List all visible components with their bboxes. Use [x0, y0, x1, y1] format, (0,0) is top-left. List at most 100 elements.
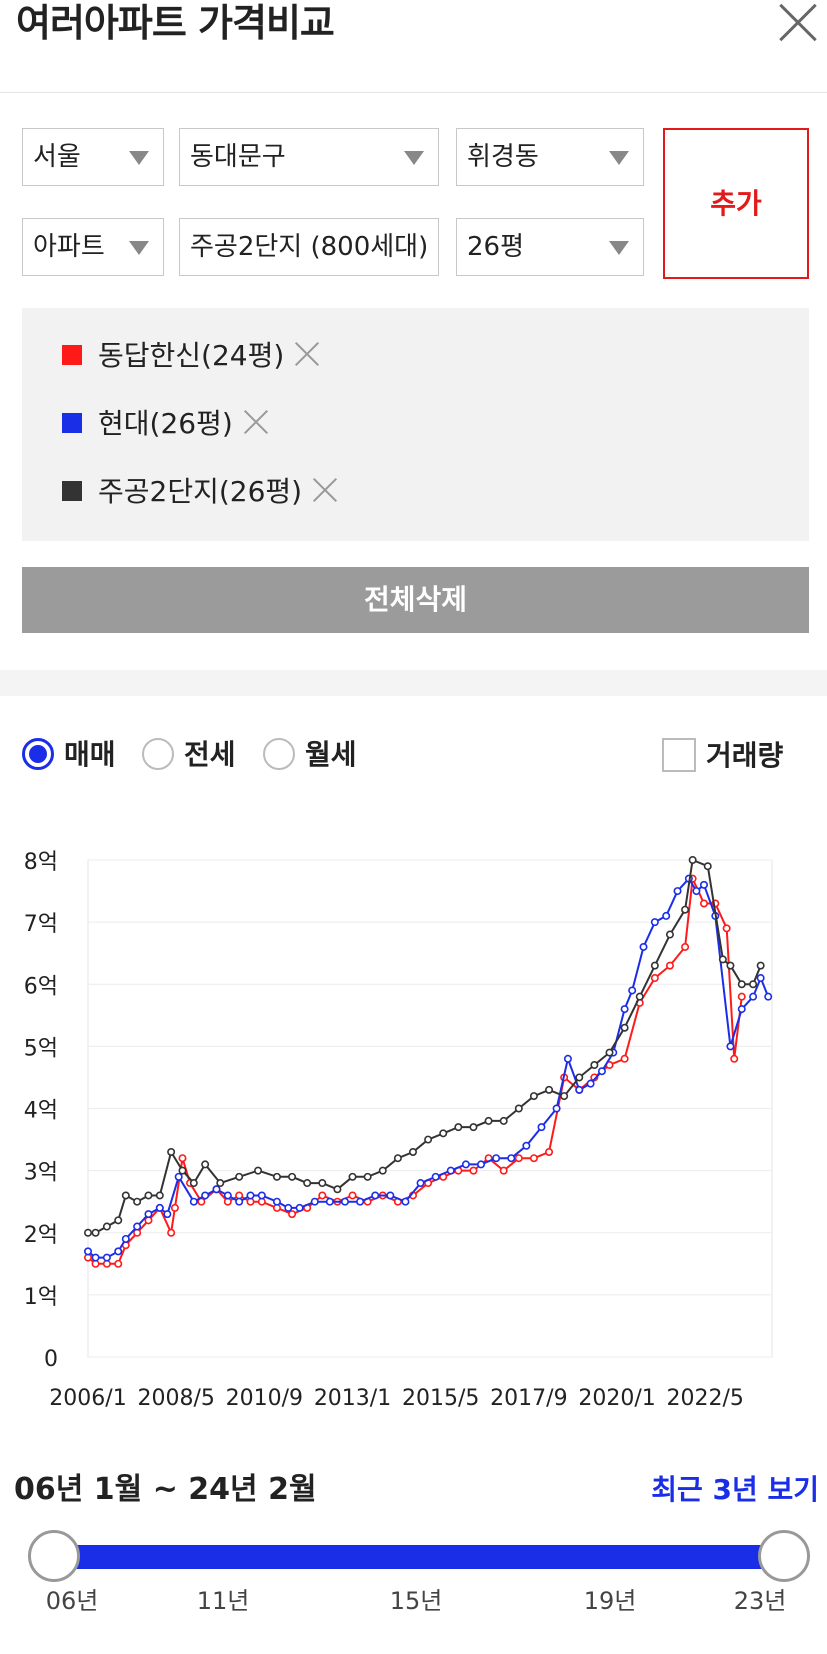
data-point [295, 1203, 304, 1212]
close-icon[interactable] [777, 2, 819, 44]
list-item: 현대(26평) [62, 404, 269, 444]
data-point [499, 1116, 508, 1125]
data-point [628, 986, 637, 995]
x-tick-label: 2010/9 [226, 1386, 303, 1411]
dong-select[interactable]: 휘경동 [456, 128, 644, 186]
data-point [514, 1154, 523, 1163]
data-point [650, 961, 659, 970]
data-point [303, 1179, 312, 1188]
recent-3-years-link[interactable]: 최근 3년 보기 [651, 1473, 819, 1506]
data-point [514, 1104, 523, 1113]
data-point [688, 855, 697, 864]
data-point [529, 1154, 538, 1163]
add-button[interactable]: 추가 [663, 128, 809, 279]
data-point [102, 1222, 111, 1231]
slider-tick-label: 23년 [733, 1587, 787, 1615]
range-slider-start-handle[interactable] [28, 1530, 80, 1582]
data-point [144, 1210, 153, 1219]
x-tick-label: 2008/5 [137, 1386, 214, 1411]
data-point [484, 1116, 493, 1125]
data-point [575, 1085, 584, 1094]
region-select-value: 서울 [33, 142, 81, 172]
data-point [620, 1054, 629, 1063]
range-slider-end-handle[interactable] [758, 1530, 810, 1582]
radio-monthly-rent[interactable]: 월세 [263, 736, 357, 774]
radio-jeonse[interactable]: 전세 [142, 736, 236, 774]
data-point [665, 930, 674, 939]
slider-tick-label: 11년 [196, 1587, 250, 1615]
slider-tick-label: 15년 [389, 1587, 443, 1615]
data-point [170, 1203, 179, 1212]
complex-select-value: 주공2단지 (800세대) [190, 232, 429, 262]
data-point [378, 1166, 387, 1175]
volume-checkbox[interactable]: 거래량 [662, 738, 783, 774]
chevron-down-icon [129, 151, 149, 165]
data-point [545, 1147, 554, 1156]
data-point [560, 1092, 569, 1101]
data-point [529, 1092, 538, 1101]
data-point [537, 1123, 546, 1132]
data-point [121, 1234, 130, 1243]
data-point [257, 1191, 266, 1200]
data-point [174, 1172, 183, 1181]
size-select[interactable]: 26평 [456, 218, 644, 276]
data-point [469, 1166, 478, 1175]
data-point [133, 1222, 142, 1231]
size-select-value: 26평 [467, 232, 525, 262]
y-tick-label: 7억 [24, 912, 58, 937]
data-point [545, 1085, 554, 1094]
data-point [749, 980, 758, 989]
y-tick-label: 0 [44, 1347, 58, 1372]
checkbox-icon [662, 738, 696, 772]
data-point [590, 1061, 599, 1070]
data-point [692, 887, 701, 896]
list-item: 주공2단지(26평) [62, 472, 338, 512]
data-point [133, 1197, 142, 1206]
data-point [318, 1191, 327, 1200]
list-item-label: 주공2단지(26평) [98, 475, 303, 508]
list-item: 동답한신(24평) [62, 336, 320, 376]
x-tick-label: 2013/1 [314, 1386, 391, 1411]
data-point [371, 1191, 380, 1200]
data-point [254, 1166, 263, 1175]
data-point [681, 905, 690, 914]
data-point [586, 1079, 595, 1088]
data-point [393, 1154, 402, 1163]
data-point [201, 1191, 210, 1200]
district-select[interactable]: 동대문구 [179, 128, 439, 186]
data-point [284, 1203, 293, 1212]
list-item-label: 현대(26평) [98, 407, 233, 440]
remove-icon[interactable] [294, 341, 320, 367]
data-point [144, 1191, 153, 1200]
data-point [563, 1054, 572, 1063]
complex-select[interactable]: 주공2단지 (800세대) [179, 218, 439, 276]
data-point [212, 1185, 221, 1194]
data-point [235, 1172, 244, 1181]
data-point [639, 942, 648, 951]
data-point [477, 1160, 486, 1169]
price-chart: 0 1억 2억 3억 4억 5억 6억 7억 8억 2006/1 2008/5 2010/9 2013/… [24, 850, 773, 1411]
data-point [749, 992, 758, 1001]
header: 여러아파트 가격비교 [0, 0, 827, 93]
data-point [635, 992, 644, 1001]
data-point [665, 961, 674, 970]
radio-sale[interactable]: 매매 [22, 736, 116, 774]
region-select[interactable]: 서울 [22, 128, 164, 186]
data-point [737, 980, 746, 989]
remove-icon[interactable] [312, 477, 338, 503]
delete-all-button[interactable]: 전체삭제 [22, 567, 809, 633]
data-point [216, 1179, 225, 1188]
data-point [201, 1160, 210, 1169]
data-point [325, 1197, 334, 1206]
data-point [461, 1160, 470, 1169]
type-select[interactable]: 아파트 [22, 218, 164, 276]
range-slider-track[interactable] [54, 1545, 784, 1569]
x-tick-label: 2022/5 [667, 1386, 744, 1411]
data-point [408, 1147, 417, 1156]
remove-icon[interactable] [243, 409, 269, 435]
data-point [499, 1166, 508, 1175]
data-point [155, 1203, 164, 1212]
radio-label: 전세 [184, 738, 236, 771]
legend-swatch [62, 413, 82, 433]
data-point [737, 1005, 746, 1014]
